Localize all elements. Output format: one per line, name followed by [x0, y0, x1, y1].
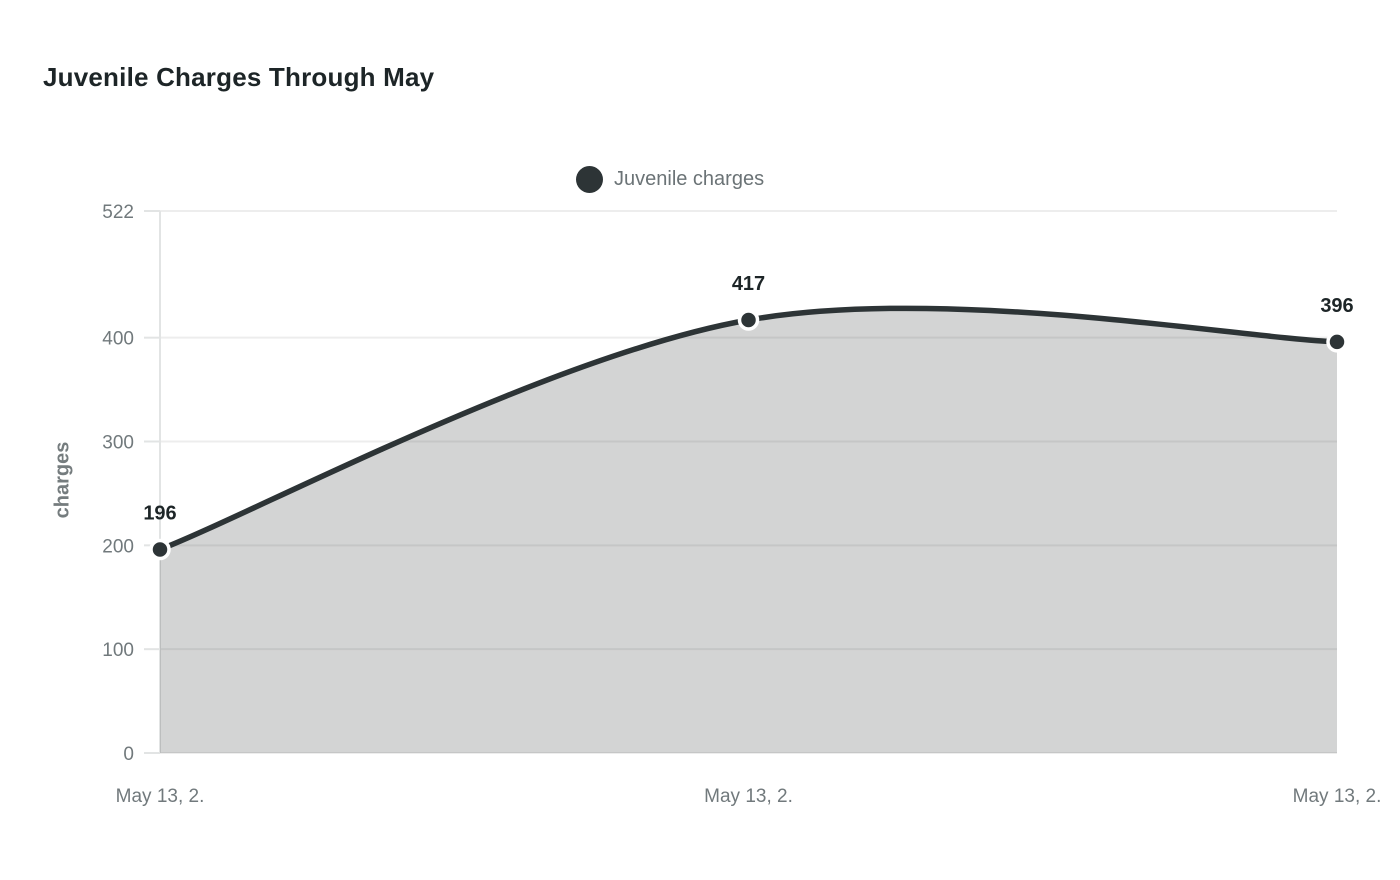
- legend-item-label: Juvenile charges: [614, 168, 765, 190]
- point-value-label: 417: [732, 273, 765, 295]
- point-value-label: 396: [1320, 295, 1353, 317]
- data-point[interactable]: [737, 309, 760, 331]
- x-tick-label: May 13, 2.: [704, 786, 793, 807]
- y-tick-label: 100: [102, 640, 134, 661]
- y-tick-label: 0: [123, 744, 134, 765]
- series-area: [160, 308, 1337, 753]
- legend-circle-icon: [576, 166, 603, 193]
- data-point[interactable]: [149, 538, 171, 561]
- point-value-label: 196: [143, 502, 176, 524]
- y-tick-label: 200: [102, 536, 134, 557]
- legend-item-juvenile-charges[interactable]: Juvenile charges: [576, 166, 764, 193]
- y-tick-label: 522: [102, 202, 134, 223]
- x-tick-label: May 13, 2.: [1293, 786, 1382, 807]
- data-point[interactable]: [1326, 331, 1348, 353]
- x-tick-label: May 13, 2.: [116, 786, 205, 807]
- legend: Juvenile charges: [576, 166, 764, 193]
- y-tick-label: 400: [102, 329, 134, 350]
- page-title: Juvenile Charges Through May: [43, 62, 435, 92]
- y-tick-label: 300: [102, 433, 134, 454]
